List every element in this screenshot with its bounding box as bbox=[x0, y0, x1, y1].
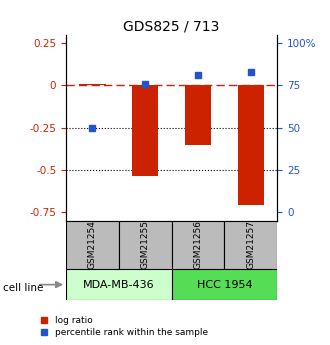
Legend: log ratio, percentile rank within the sample: log ratio, percentile rank within the sa… bbox=[31, 313, 212, 341]
Bar bbox=[119, 221, 172, 269]
Bar bbox=[79, 83, 106, 85]
Title: GDS825 / 713: GDS825 / 713 bbox=[123, 19, 220, 33]
Text: cell line: cell line bbox=[3, 283, 44, 293]
Text: HCC 1954: HCC 1954 bbox=[197, 280, 252, 289]
Text: GSM21255: GSM21255 bbox=[141, 220, 150, 269]
Bar bbox=[66, 269, 172, 300]
Text: GSM21257: GSM21257 bbox=[246, 220, 255, 269]
Text: MDA-MB-436: MDA-MB-436 bbox=[83, 280, 155, 289]
Bar bbox=[172, 221, 224, 269]
Bar bbox=[132, 85, 158, 176]
Text: GSM21254: GSM21254 bbox=[88, 220, 97, 269]
Bar bbox=[238, 85, 264, 205]
Bar bbox=[66, 221, 119, 269]
Bar bbox=[185, 85, 211, 146]
Bar bbox=[172, 269, 277, 300]
Text: GSM21256: GSM21256 bbox=[193, 220, 203, 269]
Bar bbox=[224, 221, 277, 269]
